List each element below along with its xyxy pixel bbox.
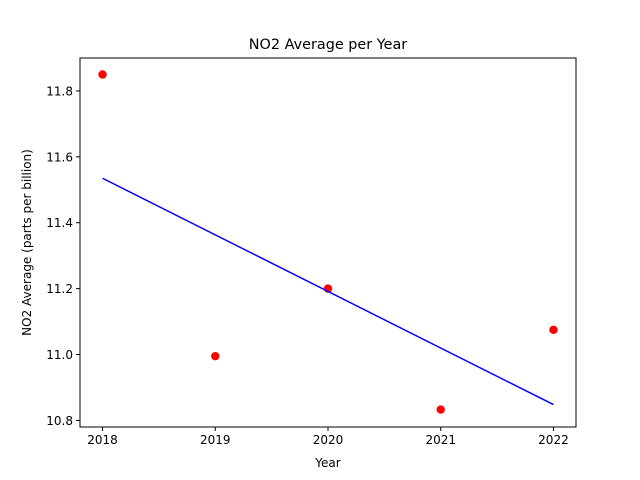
y-tick-label: 11.2 — [46, 282, 73, 296]
y-tick-label: 11.8 — [46, 84, 73, 98]
x-axis: 2018 2019 2020 2021 2022 — [87, 427, 569, 447]
y-tick-label: 11.6 — [46, 150, 73, 164]
x-tick-label: 2019 — [200, 433, 231, 447]
data-point — [436, 405, 445, 414]
x-tick-label: 2018 — [87, 433, 118, 447]
chart-title: NO2 Average per Year — [249, 37, 408, 53]
y-tick-label: 10.8 — [46, 414, 73, 428]
data-point — [211, 351, 220, 361]
x-tick-label: 2022 — [538, 433, 569, 447]
data-point — [549, 325, 558, 335]
x-tick-label: 2020 — [313, 433, 344, 447]
y-tick-label: 11.0 — [46, 348, 73, 362]
data-point — [98, 70, 107, 79]
y-axis-label: NO2 Average (parts per billion) — [20, 149, 34, 336]
plot-area — [98, 70, 558, 414]
y-axis: 10.8 11.0 11.2 11.4 11.6 11.8 — [46, 84, 80, 428]
x-axis-label: Year — [314, 456, 340, 470]
y-tick-label: 11.4 — [46, 216, 73, 230]
x-tick-label: 2021 — [425, 433, 456, 447]
trend-line — [102, 177, 554, 406]
